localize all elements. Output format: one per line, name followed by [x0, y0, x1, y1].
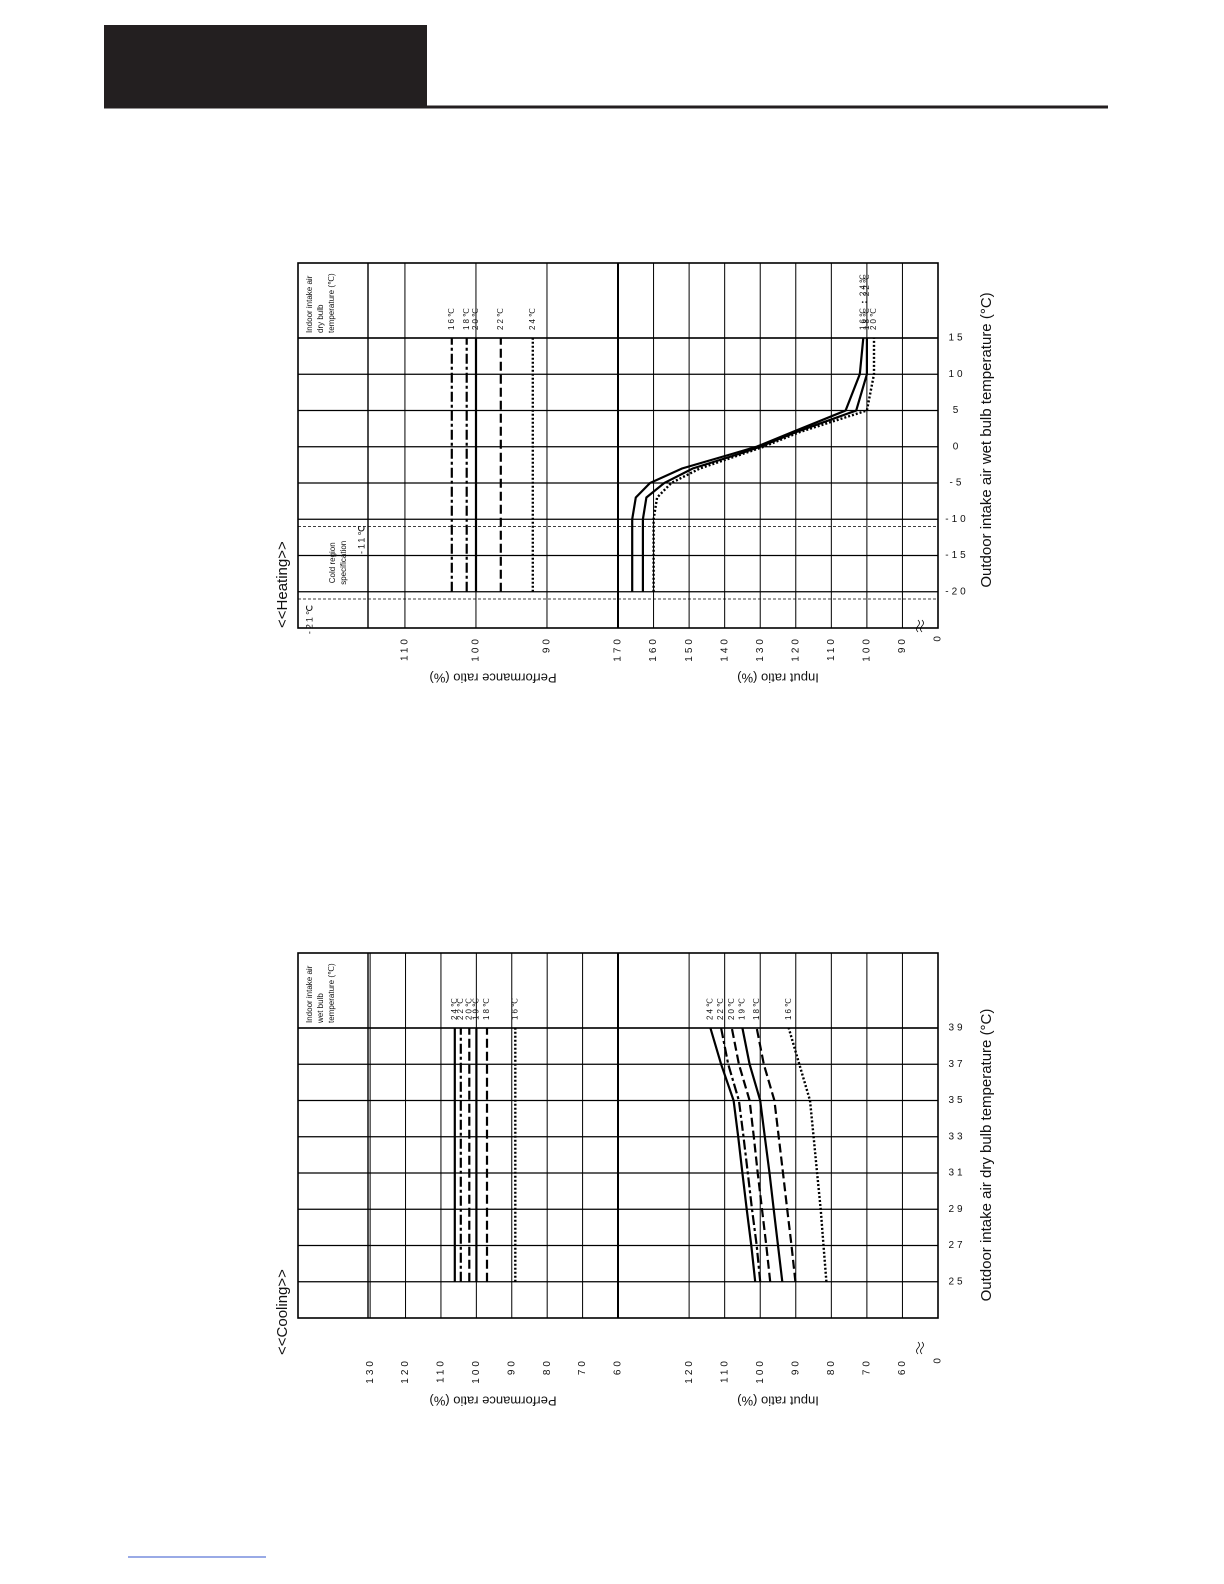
x-tick-label: -15 — [945, 550, 968, 561]
series-label: 16℃ — [784, 996, 793, 1020]
annotation-note: Cold region — [328, 542, 337, 583]
y-axis-title: Performance ratio (%) — [429, 1394, 556, 1409]
chart: <<Heating>> Indoor intake air dry bulb temp… — [274, 262, 995, 686]
series-label: 18℃ — [752, 996, 761, 1020]
x-tick-label: 0 — [953, 441, 962, 452]
series-label: 22℃ — [456, 996, 465, 1020]
legend-title: Indoor intake air — [305, 965, 314, 1023]
series-line — [631, 337, 865, 592]
y-tick-label: 100 — [862, 636, 873, 662]
legend-title: wet bulb — [316, 993, 325, 1024]
y-tick-label: 120 — [400, 1358, 411, 1384]
y-tick-label: 100 — [471, 1358, 482, 1384]
axis-break — [916, 1341, 924, 1355]
y-tick-label: 90 — [790, 1358, 801, 1375]
y-tick-label: 80 — [542, 1358, 553, 1375]
series-line — [741, 1027, 784, 1282]
series-label: 24℃ — [706, 996, 715, 1020]
y-tick-label: 110 — [436, 1358, 447, 1383]
axis-break-label: 0 — [933, 1358, 944, 1364]
x-tick-label: 37 — [948, 1059, 965, 1070]
series-label: 16℃ — [447, 306, 456, 330]
y-tick-label: 80 — [826, 1358, 837, 1375]
series-label: 24℃ — [528, 306, 537, 330]
series-label: 18℃ — [482, 996, 491, 1020]
y-tick-label: 60 — [613, 1358, 624, 1375]
series-line — [652, 338, 876, 592]
series-label: 19℃ — [471, 996, 480, 1020]
y-tick-label: 90 — [897, 636, 908, 653]
y-tick-label: 70 — [577, 1358, 588, 1375]
y-tick-label: 120 — [684, 1358, 695, 1384]
y-tick-label: 70 — [862, 1358, 873, 1375]
legend-title: temperature (℃) — [327, 963, 336, 1023]
y-tick-label: 120 — [790, 636, 801, 662]
chart-title: <<Heating>> — [274, 541, 291, 628]
y-tick-label: 60 — [897, 1358, 908, 1375]
y-tick-label: 110 — [400, 636, 411, 661]
legend-title: dry bulb — [316, 304, 325, 333]
series-label: 18℃・22℃ — [862, 272, 871, 330]
x-axis-title: Outdoor intake air dry bulb temperature … — [978, 1009, 995, 1302]
x-tick-label: 10 — [948, 369, 965, 380]
y-tick-label: 130 — [365, 1358, 376, 1384]
y-tick-label: 170 — [613, 636, 624, 662]
series-line — [720, 1027, 762, 1282]
series-label: 19℃ — [738, 996, 747, 1020]
x-tick-label: 15 — [948, 333, 965, 344]
x-tick-label: 25 — [948, 1276, 965, 1287]
series-label: 18℃ — [462, 306, 471, 330]
series-line — [787, 1027, 828, 1282]
series-label: 22℃ — [716, 996, 725, 1020]
series-line — [755, 1027, 797, 1282]
series-label: 20℃ — [727, 996, 736, 1020]
series-label: 16℃・24℃ — [858, 272, 867, 330]
axis-break — [916, 619, 924, 633]
y-tick-label: 90 — [542, 636, 553, 653]
y-tick-label: 160 — [648, 636, 659, 662]
annotation-label: -11℃ — [356, 524, 366, 554]
x-tick-label: -5 — [950, 478, 965, 489]
legend-title: temperature (℃) — [327, 273, 336, 333]
y-tick-label: 100 — [471, 636, 482, 662]
x-tick-label: 31 — [948, 1168, 965, 1179]
series-line — [641, 338, 868, 592]
x-axis-title: Outdoor intake air wet bulb temperature … — [978, 292, 995, 587]
header-block — [104, 25, 427, 107]
y-tick-label: 110 — [719, 1358, 730, 1383]
annotation-label: -21℃ — [304, 603, 314, 634]
legend-title: Indoor intake air — [305, 275, 314, 333]
x-tick-label: 27 — [948, 1240, 965, 1251]
x-tick-label: 29 — [948, 1204, 965, 1215]
x-tick-label: -20 — [945, 586, 968, 597]
y-tick-label: 110 — [826, 636, 837, 661]
x-tick-label: 39 — [948, 1023, 965, 1034]
x-tick-label: 35 — [948, 1095, 965, 1106]
series-line — [730, 1027, 772, 1282]
x-tick-label: 33 — [948, 1131, 965, 1142]
series-label: 24℃ — [450, 996, 459, 1020]
y-tick-label: 90 — [506, 1358, 517, 1375]
y-axis-title: Input ratio (%) — [737, 1394, 819, 1409]
series-label: 20℃ — [471, 306, 480, 330]
chart: <<Cooling>> Indoor intake air wet bulb temp… — [274, 952, 995, 1409]
series-line — [709, 1027, 757, 1282]
series-label: 22℃ — [496, 306, 505, 330]
x-tick-label: 5 — [953, 405, 962, 416]
series-label: 20℃ — [464, 996, 473, 1020]
chart-title: <<Cooling>> — [274, 1269, 291, 1355]
y-tick-label: 150 — [684, 636, 695, 662]
y-tick-label: 130 — [755, 636, 766, 662]
y-tick-label: 100 — [755, 1358, 766, 1384]
axis-break-label: 0 — [933, 636, 944, 642]
y-axis-title: Performance ratio (%) — [429, 671, 556, 686]
series-label: 16℃ — [510, 996, 519, 1020]
y-tick-label: 140 — [719, 636, 730, 662]
y-axis-title: Input ratio (%) — [737, 671, 819, 686]
annotation-note: specification — [339, 541, 348, 585]
x-tick-label: -10 — [945, 514, 968, 525]
series-label: 20℃ — [869, 306, 878, 330]
